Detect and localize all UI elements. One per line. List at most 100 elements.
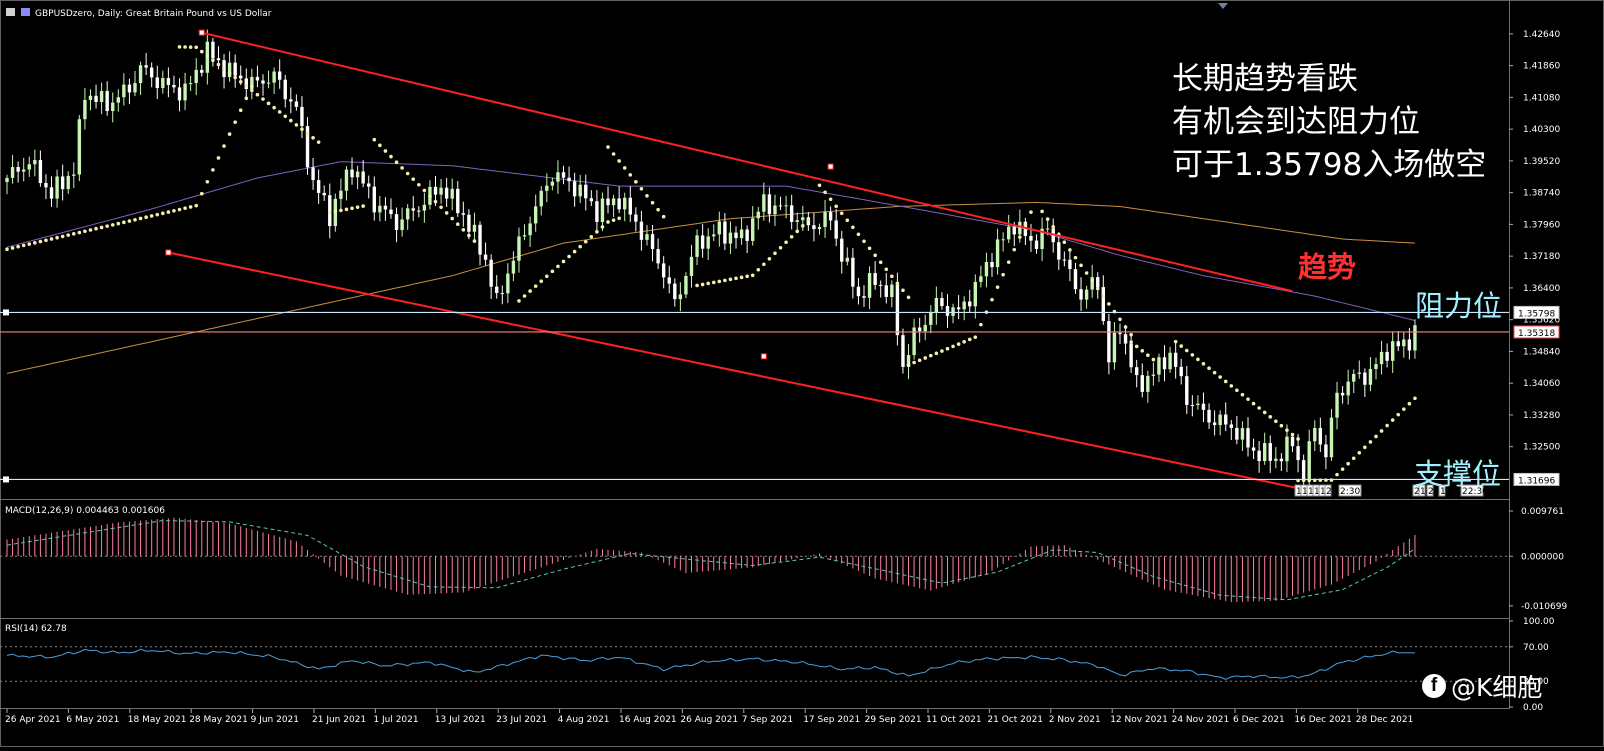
time-tick-label: 21 Oct 2021	[987, 715, 1043, 725]
sar-dot	[116, 221, 121, 226]
candle-body	[300, 106, 304, 127]
sar-dot	[990, 297, 994, 302]
sar-dot	[789, 235, 794, 239]
sar-dot	[617, 216, 621, 221]
candle-body	[478, 224, 482, 255]
sar-dot	[695, 283, 699, 288]
candle-body	[1318, 428, 1323, 445]
sar-dot	[222, 67, 226, 71]
candle-body	[417, 210, 421, 212]
rsi-tick-label: 30.00	[1523, 677, 1549, 687]
candle-body	[1257, 450, 1261, 462]
candle-body	[283, 79, 287, 100]
candle-body	[1279, 458, 1284, 462]
candle-body	[700, 235, 705, 249]
sar-dot	[1340, 467, 1345, 471]
candle-body	[533, 206, 538, 224]
candle-body	[1329, 417, 1334, 458]
sar-dot	[294, 123, 299, 127]
sar-dot	[1045, 217, 1050, 221]
candle-body	[1218, 414, 1222, 426]
candle-body	[589, 198, 594, 202]
sar-dot	[467, 233, 471, 238]
price-tick-label: 1.39520	[1523, 157, 1560, 167]
candle-body	[929, 312, 933, 325]
candle-body	[138, 65, 143, 84]
facebook-icon: f	[1422, 674, 1446, 698]
sar-dot	[433, 199, 438, 204]
sar-dot	[517, 299, 521, 303]
candle-body	[678, 294, 683, 300]
candle-body	[784, 205, 788, 207]
time-tick-label: 9 Jun 2021	[251, 715, 299, 725]
candle-body	[856, 286, 861, 297]
sar-dot	[450, 216, 455, 221]
candle-body	[917, 327, 922, 332]
sar-dot	[344, 207, 349, 212]
candle-body	[188, 83, 193, 85]
ma-long-line	[6, 201, 1415, 374]
analysis-line-3: 可于1.35798入场做空	[1172, 147, 1487, 183]
price-label-box	[1513, 472, 1560, 486]
candle-body	[1224, 414, 1228, 425]
sar-dot	[817, 183, 822, 188]
candle-body	[94, 95, 98, 102]
sar-dot	[923, 356, 928, 360]
candle-body	[1246, 428, 1250, 448]
sar-dot	[305, 131, 310, 136]
time-tag: 2	[1428, 487, 1434, 497]
candle-body	[1084, 289, 1089, 300]
sar-dot	[656, 207, 660, 212]
candle-body	[383, 205, 388, 210]
trendline-lower	[168, 251, 1332, 497]
window-menu-icon	[6, 8, 15, 16]
sar-dot	[339, 208, 343, 213]
candle-body	[739, 229, 744, 239]
price-tick-label: 1.35620	[1523, 316, 1560, 326]
sar-dot	[316, 140, 321, 144]
candle-body	[851, 257, 855, 287]
sar-dot	[906, 363, 911, 367]
candle-body	[394, 214, 399, 231]
sar-dot	[1368, 440, 1373, 444]
time-tag: 1	[1320, 487, 1326, 497]
candle-body	[1101, 287, 1106, 322]
time-tag-box	[1460, 484, 1484, 497]
candle-body	[1262, 443, 1267, 462]
sar-dot	[149, 214, 154, 218]
trend-label: 趋势	[1298, 250, 1357, 284]
macd-signal-line	[6, 519, 1416, 601]
sar-dot	[227, 71, 232, 75]
candle-body	[1129, 343, 1133, 368]
candle-body	[244, 78, 248, 89]
sar-dot	[138, 216, 143, 221]
time-tick-label: 7 Sep 2021	[742, 715, 793, 725]
candle-body	[1012, 226, 1016, 235]
candle-body	[1379, 351, 1384, 365]
sar-dot	[133, 217, 137, 222]
candle-body	[1162, 357, 1167, 370]
candle-body	[339, 190, 343, 199]
candle-body	[789, 205, 794, 222]
candle-body	[951, 307, 955, 316]
sar-dot	[188, 205, 193, 209]
candle-body	[751, 218, 755, 241]
candle-body	[200, 69, 204, 73]
sar-dot	[66, 233, 71, 237]
sar-dot	[940, 349, 944, 353]
sar-dot	[1123, 325, 1128, 329]
sar-dot	[1001, 272, 1005, 277]
sar-dot	[728, 277, 733, 282]
candle-body	[956, 307, 961, 310]
sar-dot	[806, 218, 811, 223]
candle-body	[177, 87, 182, 101]
candle-body	[60, 176, 65, 190]
candle-body	[289, 99, 293, 102]
candle-body	[639, 221, 644, 240]
candle-body	[578, 184, 582, 197]
candle-body	[828, 212, 833, 221]
candle-body	[1068, 259, 1072, 270]
candle-body	[684, 275, 688, 295]
sar-dot	[750, 273, 755, 278]
